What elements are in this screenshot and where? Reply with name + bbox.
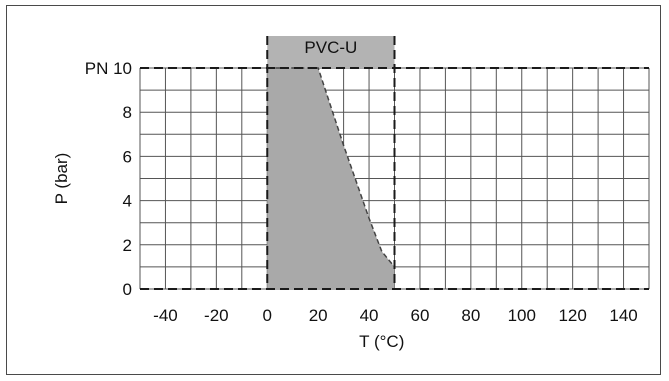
x-tick-label: 100 — [508, 306, 536, 325]
x-tick-label: 20 — [309, 306, 328, 325]
material-label: PVC-U — [304, 38, 357, 57]
y-tick-labels: 0 2 4 6 8 PN 10 — [85, 59, 132, 299]
y-tick-label: PN 10 — [85, 59, 132, 78]
x-tick-label: 120 — [558, 306, 586, 325]
dashed-bounds — [140, 36, 649, 290]
material-band: PVC-U — [267, 36, 395, 68]
x-tick-label: 60 — [410, 306, 429, 325]
x-tick-label: 80 — [461, 306, 480, 325]
y-tick-label: 6 — [123, 147, 132, 166]
pressure-area-fill — [267, 68, 395, 289]
y-tick-label: 2 — [123, 236, 132, 255]
y-tick-label: 8 — [123, 103, 132, 122]
x-tick-label: 140 — [609, 306, 637, 325]
x-tick-label: 0 — [263, 306, 272, 325]
x-tick-label: -20 — [204, 306, 229, 325]
y-tick-label: 4 — [123, 192, 132, 211]
y-tick-label: 0 — [123, 280, 132, 299]
material-band-rect — [267, 36, 395, 68]
x-axis-label: T (°C) — [359, 332, 404, 351]
x-tick-label: 40 — [360, 306, 379, 325]
x-tick-labels: -40 -20 0 20 40 60 80 100 120 140 — [153, 306, 638, 325]
x-tick-label: -40 — [153, 306, 178, 325]
chart-frame — [6, 5, 661, 375]
y-axis-label: P (bar) — [52, 153, 71, 205]
